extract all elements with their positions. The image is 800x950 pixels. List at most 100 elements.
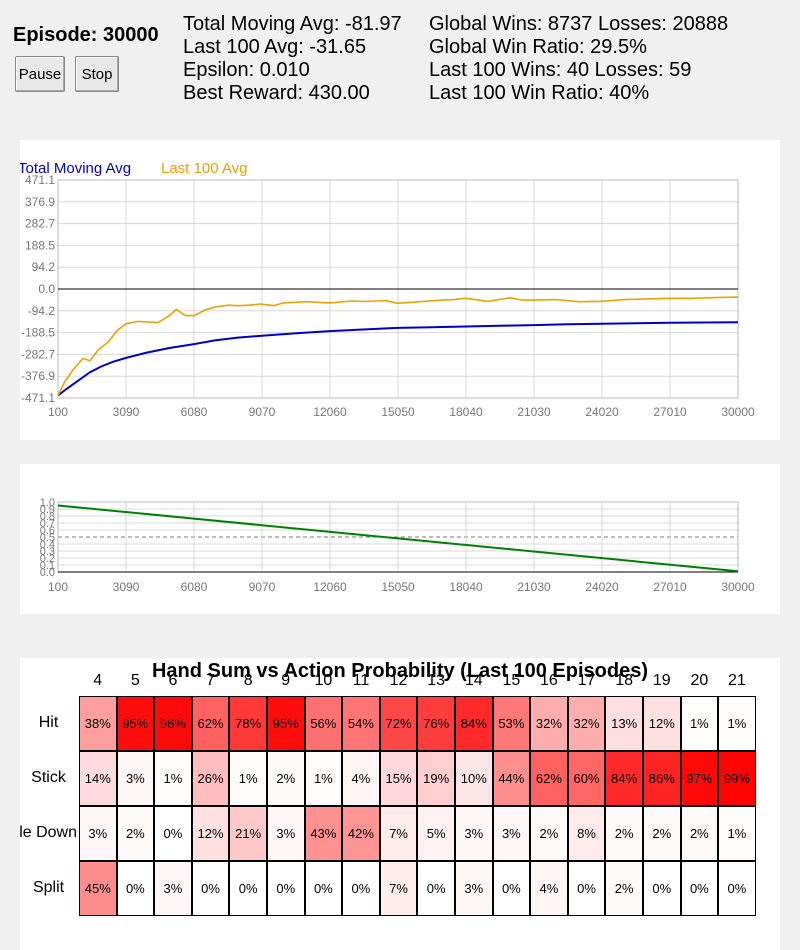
- epsilon-x-tick-label: 12060: [313, 580, 347, 594]
- epsilon-y-tick-label: 1.0: [40, 497, 55, 509]
- heatmap-cell: 86%: [643, 751, 681, 806]
- heatmap-column-header: 14: [464, 672, 483, 689]
- pause-button[interactable]: Pause: [15, 56, 65, 92]
- heatmap-cell: 0%: [417, 861, 455, 916]
- reward-x-tick-label: 15050: [381, 405, 415, 419]
- epsilon-y-tick-label: 0.6: [40, 525, 55, 537]
- reward-x-tick-label: 3090: [113, 405, 140, 419]
- heatmap-column-header: 11: [352, 672, 370, 689]
- epsilon-y-tick-label: 0.9: [40, 504, 55, 516]
- heatmap-cell: 45%: [79, 861, 117, 916]
- heatmap-column-header: 12: [389, 672, 408, 689]
- heatmap-cell: 5%: [417, 806, 455, 861]
- heatmap-column-header: 10: [314, 672, 333, 689]
- epsilon-chart-panel: 1.0 0.9 0.8 0.7 0.6 0.5 0.4 0.3 0.2 0.1 0.0 100 3090…: [20, 464, 780, 614]
- heatmap-cell: 1%: [718, 806, 756, 861]
- heatmap-cell: 4%: [342, 751, 380, 806]
- heatmap-cell: 2%: [605, 806, 643, 861]
- global-wins-losses-stat: Global Wins: 8737 Losses: 20888: [429, 13, 729, 35]
- epsilon-y-tick-label: 0.1: [40, 560, 55, 572]
- heatmap-cell: 0%: [567, 861, 606, 916]
- heatmap-cell: 0%: [492, 861, 531, 916]
- heatmap-cell: 32%: [530, 696, 568, 751]
- global-win-ratio-stat: Global Win Ratio: 29.5%: [429, 36, 647, 58]
- reward-y-tick-label: 282.7: [25, 217, 55, 231]
- heatmap-cell: 2%: [643, 806, 681, 861]
- heatmap-cell: 0%: [267, 861, 305, 916]
- stats-summary-right: Global Wins: 8737 Losses: 20888 Global W…: [429, 13, 728, 105]
- last-100-win-ratio-stat: Last 100 Win Ratio: 40%: [429, 82, 650, 104]
- total-moving-avg-stat: Total Moving Avg: -81.97: [183, 13, 402, 35]
- heatmap-cell: 2%: [116, 806, 155, 861]
- epsilon-y-tick-label: 0.5: [40, 532, 55, 544]
- reward-y-tick-label: 471.1: [25, 173, 55, 187]
- heatmap-cell: 72%: [379, 696, 418, 751]
- heatmap-cell: 12%: [643, 696, 681, 751]
- reward-x-tick-label: 18040: [449, 405, 483, 419]
- epsilon-x-tick-label: 30000: [721, 580, 755, 594]
- heatmap-cell: 15%: [379, 751, 418, 806]
- heatmap-column-header: 18: [615, 672, 634, 689]
- heatmap-column-header: 5: [130, 672, 140, 689]
- heatmap-cell: 10%: [455, 751, 493, 806]
- epsilon-y-tick-label: 0.0: [40, 567, 55, 579]
- reward-y-tick-label: -471.1: [21, 391, 55, 405]
- stats-summary-left: Total Moving Avg: -81.97 Last 100 Avg: -…: [183, 13, 402, 105]
- reward-y-tick-label: -282.7: [21, 347, 55, 361]
- heatmap-cell: 96%: [154, 696, 192, 751]
- epsilon-x-tick-label: 21030: [517, 580, 551, 594]
- reward-y-tick-label: 94.2: [32, 260, 56, 274]
- heatmap-cell: 1%: [154, 751, 192, 806]
- heatmap-cell: 2%: [605, 861, 643, 916]
- heatmap-cell: 7%: [379, 861, 418, 916]
- legend-last-100-avg: Last 100 Avg: [161, 160, 247, 177]
- heatmap-cell: 0%: [718, 861, 756, 916]
- reward-y-tick-label: 376.9: [25, 195, 55, 209]
- heatmap-cell: 84%: [605, 751, 643, 806]
- heatmap-cell: 2%: [680, 806, 719, 861]
- epsilon-y-tick-label: 0.8: [40, 511, 55, 523]
- heatmap-column-header: 15: [502, 672, 521, 689]
- heatmap-row-header: Hit: [38, 714, 59, 731]
- epsilon-stat: Epsilon: 0.010: [183, 59, 310, 81]
- stop-button[interactable]: Stop: [75, 56, 119, 92]
- heatmap-cell: 3%: [116, 751, 155, 806]
- heatmap-cell: 95%: [267, 696, 305, 751]
- heatmap-cell: 95%: [116, 696, 155, 751]
- heatmap-cell: 0%: [116, 861, 155, 916]
- heatmap-cell: 26%: [191, 751, 230, 806]
- epsilon-x-tick-label: 27010: [653, 580, 687, 594]
- heatmap-cell: 3%: [267, 806, 305, 861]
- epsilon-x-tick-label: 24020: [585, 580, 619, 594]
- heatmap-cell: 8%: [567, 806, 606, 861]
- heatmap-cell: 60%: [567, 751, 606, 806]
- epsilon-x-tick-label: 100: [48, 580, 68, 594]
- reward-x-tick-label: 6080: [181, 405, 208, 419]
- heatmap-cell: 43%: [304, 806, 343, 861]
- reward-y-tick-label: 0.0: [38, 282, 55, 296]
- epsilon-x-tick-label: 9070: [249, 580, 276, 594]
- heatmap-cell: 12%: [191, 806, 230, 861]
- reward-y-tick-label: -94.2: [28, 304, 56, 318]
- heatmap-column-header: 17: [577, 672, 596, 689]
- heatmap-cell: 19%: [417, 751, 455, 806]
- reward-series-line-total-moving-avg: [57, 321, 739, 397]
- heatmap-cell: 13%: [605, 696, 643, 751]
- reward-x-tick-label: 21030: [517, 405, 551, 419]
- heatmap-column-header: 19: [652, 672, 671, 689]
- heatmap-cell: 3%: [492, 806, 531, 861]
- reward-y-tick-label: -188.5: [21, 326, 55, 340]
- heatmap-cell: 0%: [154, 806, 192, 861]
- heatmap-cell: 44%: [492, 751, 531, 806]
- heatmap-cell: 78%: [229, 696, 267, 751]
- heatmap-row-header: Split: [32, 879, 65, 896]
- epsilon-x-tick-label: 18040: [449, 580, 483, 594]
- epsilon-y-tick-label: 0.7: [40, 518, 55, 530]
- heatmap-cell: 3%: [455, 806, 493, 861]
- heatmap-column-header: 4: [93, 672, 103, 689]
- heatmap-column-header: 20: [690, 672, 709, 689]
- heatmap-column-header: 7: [206, 672, 215, 689]
- last-100-avg-stat: Last 100 Avg: -31.65: [183, 36, 367, 58]
- reward-x-tick-label: 30000: [721, 405, 755, 419]
